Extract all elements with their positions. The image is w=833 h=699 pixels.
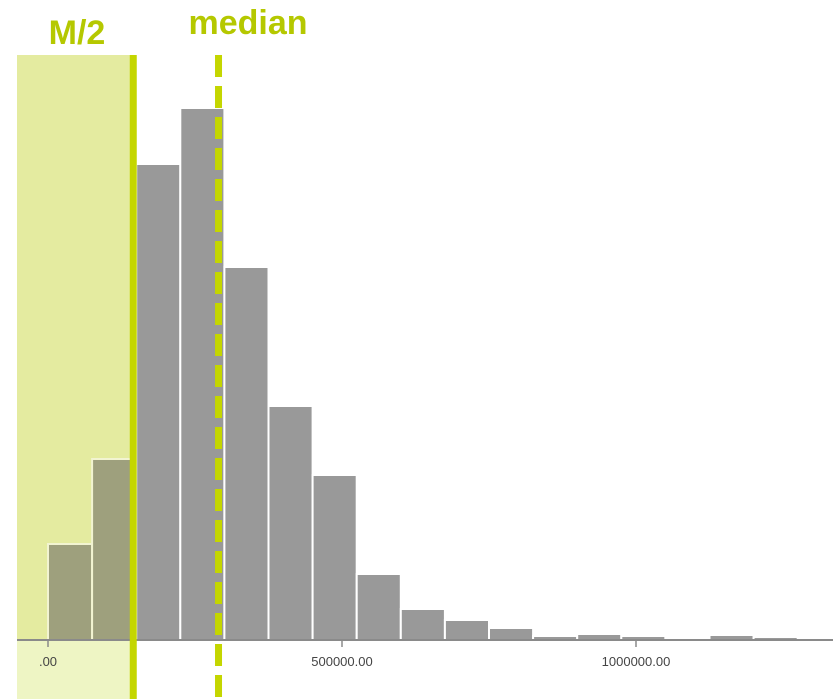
histogram-bar <box>443 619 490 641</box>
histogram-bar <box>91 458 138 641</box>
histogram-bar <box>47 543 94 641</box>
half-median-label: M/2 <box>49 14 106 52</box>
histogram-bar <box>399 608 446 641</box>
histogram-bars <box>17 55 799 641</box>
x-axis-ticks: .00 500000.00 1000000.00 <box>39 640 670 669</box>
histogram-bar <box>223 266 270 641</box>
x-tick-label: 500000.00 <box>311 654 372 669</box>
histogram-bar <box>311 474 358 641</box>
histogram-bar <box>267 405 314 641</box>
median-label: median <box>188 4 307 42</box>
histogram-bar <box>355 573 402 641</box>
histogram-bar <box>488 627 535 641</box>
x-tick-label: 1000000.00 <box>602 654 671 669</box>
x-tick-label: .00 <box>39 654 57 669</box>
shade-tint-overlay <box>17 55 134 640</box>
histogram-bar <box>135 163 182 641</box>
